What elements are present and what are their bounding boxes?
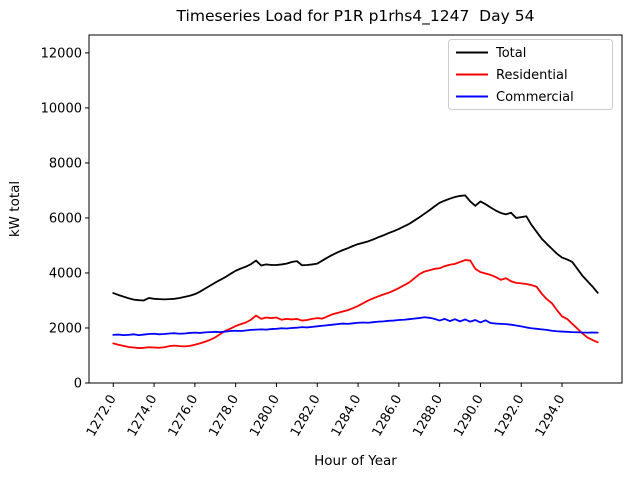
legend-label-residential: Residential [496, 68, 568, 83]
x-tick-label: 1280.0 [247, 393, 283, 440]
legend-label-commercial: Commercial [496, 90, 574, 105]
x-tick-label: 1290.0 [451, 393, 487, 440]
series-line-total [112, 194, 599, 302]
x-axis-label: Hour of Year [314, 453, 397, 469]
x-tick-label: 1274.0 [125, 393, 161, 440]
x-tick-label: 1276.0 [166, 393, 202, 440]
axes-frame [88, 34, 623, 384]
series-line-residential [112, 259, 599, 349]
x-tick-label: 1272.0 [84, 393, 120, 440]
y-tick-label: 10000 [41, 101, 82, 116]
series-line-commercial [112, 316, 599, 337]
x-tick-label: 1284.0 [329, 393, 365, 440]
x-tick-label: 1278.0 [206, 393, 242, 440]
legend: Total Residential Commercial [448, 39, 613, 110]
x-tick-label: 1292.0 [492, 393, 528, 440]
x-tick-label: 1286.0 [370, 393, 406, 440]
chart-title: Timeseries Load for P1R p1rhs4_1247 Day … [176, 7, 535, 26]
y-axis-label: kW total [7, 181, 23, 237]
y-tick-label: 4000 [49, 266, 82, 281]
x-tick-label: 1294.0 [533, 393, 569, 440]
x-tick-label: 1282.0 [288, 393, 324, 440]
y-tick-label: 6000 [49, 211, 82, 226]
y-tick-label: 12000 [41, 46, 82, 61]
x-tick-label: 1288.0 [410, 393, 446, 440]
y-tick-label: 2000 [49, 321, 82, 336]
y-tick-label: 8000 [49, 156, 82, 171]
legend-label-total: Total [495, 46, 526, 61]
y-tick-label: 0 [74, 377, 82, 392]
legend-box [448, 39, 613, 110]
